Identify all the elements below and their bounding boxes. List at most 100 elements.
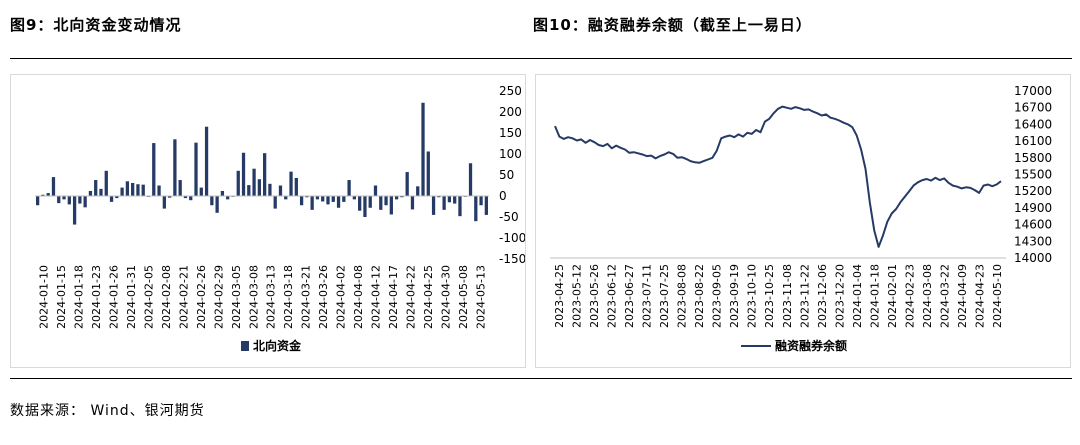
bar xyxy=(109,196,114,202)
y-tick-label: 16100 xyxy=(1014,134,1052,148)
bar xyxy=(247,185,251,196)
bar xyxy=(426,151,430,196)
bar xyxy=(342,196,346,202)
bar xyxy=(104,170,108,196)
bar xyxy=(194,142,198,196)
bar xyxy=(289,171,293,196)
northbound-bar-chart: -150 -100 -50 0 50 100 150 200 250 2024-01-10 2024… xyxy=(35,84,525,329)
bar xyxy=(268,183,272,196)
x-tick-label: 2024-02-05 xyxy=(143,265,156,329)
bar xyxy=(331,196,335,202)
bar xyxy=(183,196,188,199)
bar xyxy=(51,177,56,196)
bar xyxy=(326,196,330,205)
bar xyxy=(389,196,393,215)
x-tick-label: 2024-05-13 xyxy=(474,265,487,329)
y-tick-label: -50 xyxy=(499,210,519,224)
bar xyxy=(136,184,140,196)
bottom-divider xyxy=(10,378,1072,379)
x-tick-label: 2024-04-25 xyxy=(422,265,435,329)
bar xyxy=(241,152,246,196)
bar xyxy=(162,196,166,209)
x-tick-label: 2023-09-05 xyxy=(711,264,724,328)
x-tick-label: 2023-06-27 xyxy=(623,264,636,328)
x-tick-label: 2024-02-01 xyxy=(886,264,899,328)
top-divider xyxy=(10,58,1072,59)
chart1-legend: 北向资金 xyxy=(241,337,301,354)
y-tick-label: -100 xyxy=(499,231,525,245)
bar xyxy=(468,163,473,196)
bar xyxy=(178,180,182,196)
bar xyxy=(83,196,87,208)
x-tick-label: 2024-01-23 xyxy=(90,265,103,329)
x-tick-label: 2024-03-08 xyxy=(921,264,934,328)
y-tick-label: 200 xyxy=(499,105,522,119)
bar xyxy=(410,196,415,210)
y-tick-label: 14300 xyxy=(1014,234,1052,248)
bar xyxy=(173,139,177,196)
x-tick-label: 2023-12-06 xyxy=(816,264,829,328)
x-tick-label: 2023-08-22 xyxy=(693,264,706,328)
bar xyxy=(358,196,362,211)
bar xyxy=(305,196,309,198)
x-tick-label: 2023-07-25 xyxy=(658,264,671,328)
bar xyxy=(368,196,372,208)
x-tick-label: 2024-01-18 xyxy=(73,265,86,329)
x-tick-label: 2023-05-12 xyxy=(570,264,583,328)
y-tick-label: 15200 xyxy=(1014,184,1052,198)
bar xyxy=(157,185,161,196)
x-tick-label: 2023-09-19 xyxy=(728,264,741,328)
y-tick-label: 0 xyxy=(499,189,507,203)
x-tick-label: 2024-02-29 xyxy=(212,265,225,329)
margin-balance-line-chart: 14000 14300 14600 14900 15200 15500 15800 16100… xyxy=(550,84,1052,328)
x-tick-label: 2024-03-21 xyxy=(300,265,313,329)
bar xyxy=(62,196,66,200)
bar xyxy=(405,172,409,196)
bar xyxy=(125,181,130,196)
bar xyxy=(299,196,304,206)
x-tick-label: 2023-05-26 xyxy=(588,264,601,328)
bar xyxy=(215,196,219,213)
bar xyxy=(442,196,446,210)
y-tick-label: 16700 xyxy=(1014,101,1052,115)
bar xyxy=(447,196,452,203)
y-tick-label: 100 xyxy=(499,147,522,161)
bar xyxy=(152,143,156,196)
x-tick-label: 2024-05-08 xyxy=(457,265,470,329)
x-tick-label: 2024-04-22 xyxy=(404,265,417,329)
x-tick-label: 2023-10-25 xyxy=(763,264,776,328)
bar xyxy=(99,188,103,196)
x-tick-label: 2024-01-18 xyxy=(868,264,881,328)
x-tick-label: 2024-04-30 xyxy=(439,265,452,329)
figure-9-title: 图9：北向资金变动情况 xyxy=(10,16,182,34)
bar xyxy=(431,196,436,215)
x-tick-label: 2024-03-13 xyxy=(265,265,278,329)
bar xyxy=(88,190,93,196)
bar xyxy=(394,196,399,200)
y-tick-label: 150 xyxy=(499,126,522,140)
bar xyxy=(484,196,488,215)
x-tick-label: 2024-04-17 xyxy=(387,265,400,329)
x-tick-label: 2024-03-05 xyxy=(230,265,243,329)
bar xyxy=(421,102,425,196)
x-tick-label: 2024-03-22 xyxy=(939,264,952,328)
bar xyxy=(263,153,267,196)
x-tick-label: 2024-04-08 xyxy=(352,265,365,329)
x-tick-label: 2023-11-22 xyxy=(798,264,811,328)
bar xyxy=(120,187,124,196)
y-tick-label: 15500 xyxy=(1014,168,1052,182)
y-tick-label: 50 xyxy=(499,168,514,182)
bar xyxy=(141,184,145,196)
bar xyxy=(479,196,483,206)
bar xyxy=(257,179,261,196)
x-tick-label: 2023-06-12 xyxy=(605,264,618,328)
bar xyxy=(321,196,325,202)
bar xyxy=(226,196,230,200)
chart2-legend: 融资融券余额 xyxy=(741,337,847,354)
bar xyxy=(310,196,314,210)
x-tick-label: 2024-03-08 xyxy=(247,265,260,329)
bar xyxy=(347,180,351,196)
bar xyxy=(46,193,50,196)
bar xyxy=(204,126,209,196)
x-tick-label: 2023-11-08 xyxy=(781,264,794,328)
